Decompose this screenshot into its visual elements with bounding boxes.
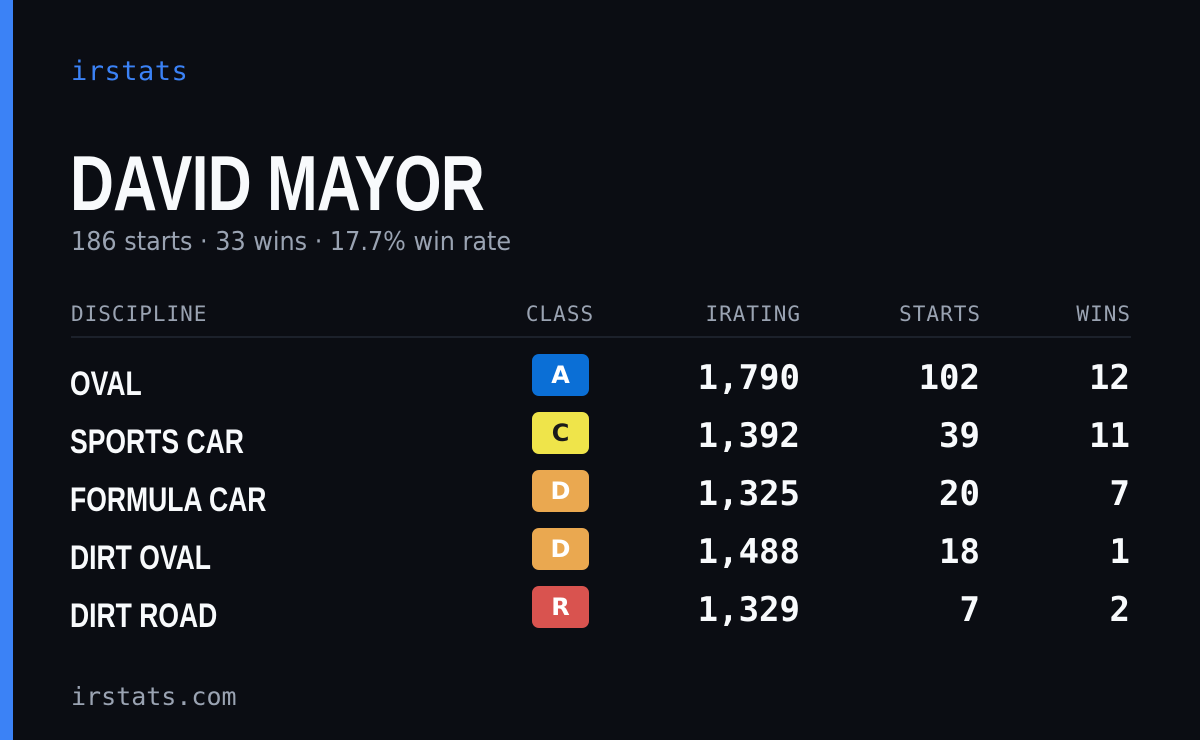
starts-value: 102 bbox=[918, 358, 980, 398]
wins-value: 7 bbox=[1109, 474, 1130, 514]
irating-value: 1,488 bbox=[697, 532, 800, 572]
class-badge: A bbox=[532, 354, 589, 396]
wins-value: 2 bbox=[1109, 590, 1130, 630]
discipline-label: SPORTS CAR bbox=[70, 423, 244, 461]
driver-summary: 186 starts · 33 wins · 17.7% win rate bbox=[71, 227, 512, 257]
class-badge: D bbox=[532, 470, 589, 512]
starts-value: 7 bbox=[959, 590, 980, 630]
header-irating: IRATING bbox=[705, 302, 801, 326]
footer-url: irstats.com bbox=[71, 682, 237, 711]
wins-value: 1 bbox=[1109, 532, 1130, 572]
starts-value: 18 bbox=[939, 532, 980, 572]
table-row: FORMULA CAR D 1,325 20 7 bbox=[0, 470, 1200, 528]
header-divider bbox=[71, 336, 1131, 338]
header-class: CLASS bbox=[525, 302, 595, 326]
starts-value: 20 bbox=[939, 474, 980, 514]
discipline-label: DIRT OVAL bbox=[70, 539, 211, 577]
table-row: DIRT ROAD R 1,329 7 2 bbox=[0, 586, 1200, 644]
table-row: SPORTS CAR C 1,392 39 11 bbox=[0, 412, 1200, 470]
wins-value: 12 bbox=[1089, 358, 1130, 398]
discipline-label: FORMULA CAR bbox=[70, 481, 267, 519]
class-badge: C bbox=[532, 412, 589, 454]
irating-value: 1,329 bbox=[697, 590, 800, 630]
discipline-label: OVAL bbox=[70, 365, 142, 403]
table-row: DIRT OVAL D 1,488 18 1 bbox=[0, 528, 1200, 586]
header-starts: STARTS bbox=[899, 302, 981, 326]
irating-value: 1,325 bbox=[697, 474, 800, 514]
driver-name: DAVID MAYOR bbox=[70, 139, 485, 227]
irating-value: 1,392 bbox=[697, 416, 800, 456]
brand-logo: irstats bbox=[71, 56, 189, 87]
irating-value: 1,790 bbox=[697, 358, 800, 398]
header-wins: WINS bbox=[1076, 302, 1131, 326]
class-badge: D bbox=[532, 528, 589, 570]
header-discipline: DISCIPLINE bbox=[71, 302, 208, 326]
table-row: OVAL A 1,790 102 12 bbox=[0, 354, 1200, 412]
discipline-label: DIRT ROAD bbox=[70, 597, 218, 635]
wins-value: 11 bbox=[1089, 416, 1130, 456]
starts-value: 39 bbox=[939, 416, 980, 456]
class-badge: R bbox=[532, 586, 589, 628]
accent-bar bbox=[0, 0, 13, 740]
